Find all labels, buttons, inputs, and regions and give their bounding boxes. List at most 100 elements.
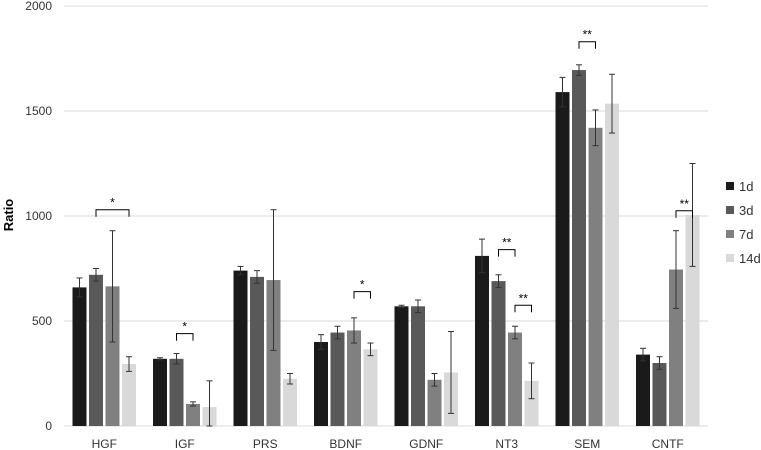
y-tick-label: 1000	[25, 209, 52, 223]
error-bar	[334, 325, 341, 340]
y-tick-label: 1500	[25, 104, 52, 118]
error-bar	[287, 373, 293, 385]
bar-prs-14d	[283, 378, 297, 426]
error-bar	[237, 265, 244, 276]
significance-bracket: *	[176, 320, 194, 341]
bars	[72, 70, 700, 427]
error-bar	[367, 342, 374, 357]
legend: 1d 3d 7d 14d	[726, 179, 761, 266]
error-bar	[190, 401, 196, 407]
error-bar	[673, 230, 679, 309]
bar-prs-3d	[250, 276, 264, 426]
error-bar	[431, 373, 438, 387]
significance-bracket: **	[498, 236, 516, 257]
error-bar	[398, 304, 405, 308]
y-tick-label: 500	[32, 314, 52, 328]
error-bar	[656, 356, 663, 370]
legend-swatch	[726, 254, 734, 262]
significance-label: **	[583, 28, 593, 42]
legend-swatch	[726, 230, 734, 238]
bar-gdnf-7d	[427, 379, 442, 426]
bar-igf-7d	[186, 403, 200, 426]
category-label: SEM	[574, 437, 600, 450]
error-bar	[76, 277, 83, 298]
legend-swatch	[726, 206, 734, 214]
bar-hgf-7d	[105, 286, 120, 426]
error-bar	[559, 76, 566, 108]
legend-item-7d: 7d	[726, 227, 753, 242]
category-label: NT3	[495, 437, 518, 450]
bar-gdnf-1d	[394, 306, 409, 426]
bar-hgf-14d	[122, 364, 136, 426]
significance-label: *	[110, 196, 115, 210]
x-axis-categories: HGF IGF PRS BDNF GDNF NT3 SEM CNTF	[92, 437, 684, 450]
error-bar	[126, 356, 132, 372]
legend-swatch	[726, 182, 734, 190]
error-bar	[528, 362, 535, 400]
y-tick-label: 2000	[25, 0, 52, 13]
error-bar	[640, 347, 646, 362]
y-tick-label: 0	[45, 419, 52, 433]
legend-label: 1d	[739, 179, 753, 194]
category-label: GDNF	[409, 437, 443, 450]
legend-item-1d: 1d	[726, 179, 753, 194]
significance-bracket: **	[578, 28, 596, 49]
bar-nt3-14d	[524, 380, 539, 426]
bar-igf-1d	[153, 358, 167, 426]
bar-nt3-3d	[491, 281, 506, 426]
error-bar	[512, 325, 518, 340]
error-bar	[109, 230, 116, 343]
error-bar	[592, 109, 599, 147]
significance-bracket: **	[514, 291, 532, 313]
bar-nt3-1d	[475, 255, 489, 426]
legend-label: 14d	[739, 251, 761, 266]
error-bar	[254, 270, 260, 284]
error-bar	[495, 274, 502, 288]
significance-bracket: *	[95, 196, 130, 217]
bar-prs-1d	[233, 270, 248, 426]
error-bar	[609, 73, 615, 134]
legend-item-3d: 3d	[726, 203, 753, 218]
category-label: IGF	[175, 437, 195, 450]
legend-item-14d: 14d	[726, 251, 761, 266]
category-label: HGF	[92, 437, 117, 450]
bar-igf-3d	[169, 358, 184, 426]
bar-sem-1d	[555, 92, 570, 426]
bar-bdnf-1d	[314, 342, 328, 426]
error-bar	[415, 299, 421, 314]
bar-bdnf-7d	[347, 330, 361, 426]
bar-hgf-1d	[72, 287, 87, 426]
bar-nt3-7d	[508, 332, 522, 426]
error-bar	[479, 238, 485, 274]
bar-prs-7d	[266, 280, 281, 426]
error-bar	[448, 331, 454, 414]
error-bar	[318, 334, 324, 350]
significance-bracket: *	[353, 278, 371, 299]
bar-gdnf-3d	[411, 306, 425, 426]
bar-sem-14d	[605, 103, 619, 427]
error-bar	[173, 353, 180, 365]
significance-brackets: ***********	[95, 28, 693, 341]
significance-label: **	[502, 236, 512, 250]
error-bar	[206, 380, 213, 427]
bar-sem-7d	[588, 127, 603, 427]
error-bar	[351, 317, 357, 344]
bar-cntf-1d	[636, 354, 650, 426]
y-axis-title: Ratio	[1, 199, 16, 232]
legend-label: 7d	[739, 227, 753, 242]
legend-label: 3d	[739, 203, 753, 218]
error-bar	[157, 357, 163, 361]
bar-cntf-3d	[652, 363, 667, 426]
error-bars	[76, 64, 696, 427]
bar-cntf-14d	[685, 214, 700, 426]
category-label: CNTF	[652, 437, 684, 450]
significance-bracket: **	[675, 197, 693, 218]
significance-label: *	[360, 278, 365, 292]
bar-hgf-3d	[89, 274, 103, 426]
bar-sem-3d	[572, 70, 586, 427]
category-label: PRS	[253, 437, 278, 450]
bar-bdnf-14d	[363, 349, 378, 426]
bar-bdnf-3d	[330, 332, 345, 426]
y-axis-ticks: 0 500 1000 1500 2000	[25, 0, 52, 433]
